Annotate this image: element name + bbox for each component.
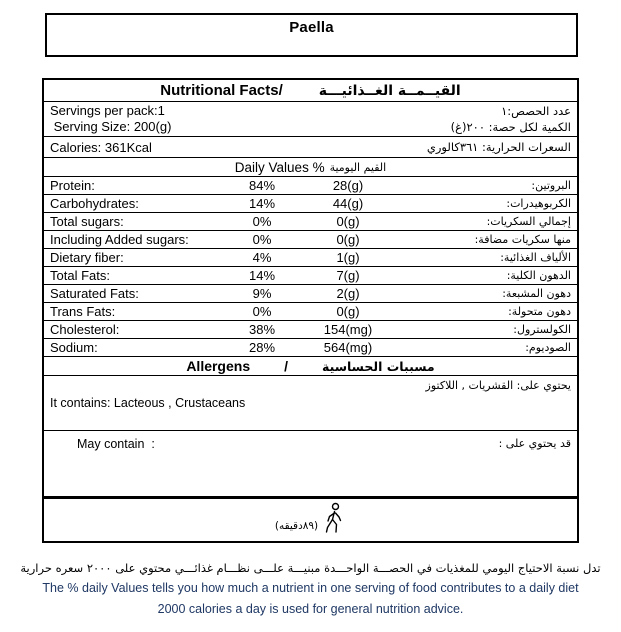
daily-values-header-row: Daily Values % القيم اليومية	[44, 157, 577, 176]
allergens-title-en: Allergens	[186, 358, 251, 374]
nutrient-daily-value-percent: 38%	[248, 322, 276, 337]
allergens-contains-row: يحتوي على: القشريات , اللاكتوز It contai…	[44, 375, 577, 430]
nutrient-daily-value-percent: 0%	[252, 304, 272, 319]
nutrient-row: Sodium: 28% 564(mg) الصوديوم:	[44, 338, 577, 356]
nutrient-label-ar: دهون المشبعة:	[502, 287, 571, 300]
nutrient-amount: 28(g)	[332, 178, 364, 193]
nutrient-label-ar: البروتين:	[531, 179, 571, 192]
nutrient-row: Trans Fats: 0% 0(g) دهون متحولة:	[44, 302, 577, 320]
nutrient-amount: 7(g)	[336, 268, 360, 283]
nutrient-amount: 564(mg)	[323, 340, 373, 355]
servings-per-pack-ar: عدد الحصص:١	[501, 104, 571, 118]
servings-row: Servings per pack:1 Serving Size: 200(g)…	[44, 101, 577, 136]
nutrient-amount: 0(g)	[336, 304, 360, 319]
nutrient-amount: 2(g)	[336, 286, 360, 301]
contains-text-ar: يحتوي على: القشريات , اللاكتوز	[425, 379, 571, 392]
nutrient-daily-value-percent: 14%	[248, 196, 276, 211]
product-title: Paella	[289, 19, 334, 36]
nutrient-daily-value-percent: 0%	[252, 232, 272, 247]
nutrient-label-ar: إجمالي السكريات:	[486, 215, 571, 228]
table-header-row: Nutritional Facts/ القيــمــة الغــذائيـ…	[44, 80, 577, 101]
nutrient-label-en: Dietary fiber:	[50, 250, 124, 265]
daily-values-label-en: Daily Values %	[234, 159, 325, 175]
nutrient-amount: 44(g)	[332, 196, 364, 211]
calories-en: Calories: 361Kcal	[50, 139, 152, 155]
nutrient-amount: 0(g)	[336, 232, 360, 247]
nutrient-label-ar: الدهون الكلية:	[506, 269, 571, 282]
nutritional-facts-title-ar: القيــمــة الغــذائيـــة	[318, 82, 461, 99]
nutrient-row: Total Fats: 14% 7(g) الدهون الكلية:	[44, 266, 577, 284]
nutrient-amount: 154(mg)	[323, 322, 373, 337]
nutrient-daily-value-percent: 9%	[252, 286, 272, 301]
nutrient-label-ar: الصوديوم:	[525, 341, 571, 354]
nutrient-label-en: Cholesterol:	[50, 322, 120, 337]
daily-values-label-ar: القيم اليومية	[329, 160, 387, 174]
nutrient-daily-value-percent: 4%	[252, 250, 272, 265]
nutrient-amount: 1(g)	[336, 250, 360, 265]
calories-row: Calories: 361Kcal السعرات الحرارية: ٣٦١ك…	[44, 136, 577, 157]
nutrient-label-en: Total sugars:	[50, 214, 124, 229]
nutrient-label-ar: الكربوهيدرات:	[506, 197, 571, 210]
contains-text-en: It contains: Lacteous , Crustaceans	[50, 396, 246, 410]
footer-note: تدل نسبة الاحتياج اليومي للمغذيات في الح…	[0, 558, 621, 620]
nutrient-label-ar: الكولسترول:	[513, 323, 571, 336]
nutrient-daily-value-percent: 14%	[248, 268, 276, 283]
nutrient-label-en: Sodium:	[50, 340, 98, 355]
allergens-title-ar: مسببات الحساسية	[322, 358, 435, 374]
footer-line-ar: تدل نسبة الاحتياج اليومي للمغذيات في الح…	[20, 561, 601, 575]
may-contain-text-ar: قد يحتوي على :	[498, 437, 571, 450]
nutrient-row: Saturated Fats: 9% 2(g) دهون المشبعة:	[44, 284, 577, 302]
serving-size-en: Serving Size: 200(g)	[50, 119, 172, 134]
footer-line-en-2: 2000 calories a day is used for general …	[157, 602, 464, 616]
footer-line-en-1: The % daily Values tells you how much a …	[42, 581, 579, 595]
allergens-header-row: Allergens / مسببات الحساسية	[44, 356, 577, 375]
nutrient-label-ar: الألياف الغذائية:	[500, 251, 571, 264]
allergens-separator: /	[284, 358, 289, 374]
nutrient-daily-value-percent: 84%	[248, 178, 276, 193]
servings-per-pack-en: Servings per pack:1	[50, 103, 165, 118]
may-contain-text-en: May contain :	[77, 437, 155, 451]
nutrient-daily-value-percent: 28%	[248, 340, 276, 355]
may-contain-row: May contain : قد يحتوي على :	[44, 430, 577, 496]
activity-row: (٨٩دقيقه)	[44, 496, 577, 541]
nutritional-facts-title-en: Nutritional Facts/	[160, 82, 283, 99]
product-title-box: Paella	[45, 13, 578, 57]
walking-person-icon	[325, 502, 342, 533]
nutrient-row: Dietary fiber: 4% 1(g) الألياف الغذائية:	[44, 248, 577, 266]
nutrient-daily-value-percent: 0%	[252, 214, 272, 229]
nutrient-row: Total sugars: 0% 0(g) إجمالي السكريات:	[44, 212, 577, 230]
serving-size-ar: الكمية لكل حصة: ٢٠٠(غ)	[450, 120, 571, 134]
nutrient-label-en: Saturated Fats:	[50, 286, 139, 301]
activity-minutes-label: (٨٩دقيقه)	[274, 520, 319, 532]
nutrient-label-en: Carbohydrates:	[50, 196, 139, 211]
nutrient-amount: 0(g)	[336, 214, 360, 229]
nutrient-label-en: Including Added sugars:	[50, 232, 189, 247]
nutrient-row: Protein: 84% 28(g) البروتين:	[44, 176, 577, 194]
nutrient-row: Cholesterol: 38% 154(mg) الكولسترول:	[44, 320, 577, 338]
nutrient-label-ar: دهون متحولة:	[508, 305, 571, 318]
nutrient-label-en: Total Fats:	[50, 268, 110, 283]
nutrient-label-ar: منها سكريات مضافة:	[474, 233, 571, 246]
nutrient-rows: Protein: 84% 28(g) البروتين: Carbohydrat…	[44, 176, 577, 356]
nutrient-label-en: Trans Fats:	[50, 304, 116, 319]
calories-ar: السعرات الحرارية: ٣٦١كالوري	[426, 140, 571, 154]
nutrient-row: Including Added sugars: 0% 0(g) منها سكر…	[44, 230, 577, 248]
nutrient-label-en: Protein:	[50, 178, 95, 193]
nutrition-facts-table: Nutritional Facts/ القيــمــة الغــذائيـ…	[42, 78, 579, 543]
nutrient-row: Carbohydrates: 14% 44(g) الكربوهيدرات:	[44, 194, 577, 212]
